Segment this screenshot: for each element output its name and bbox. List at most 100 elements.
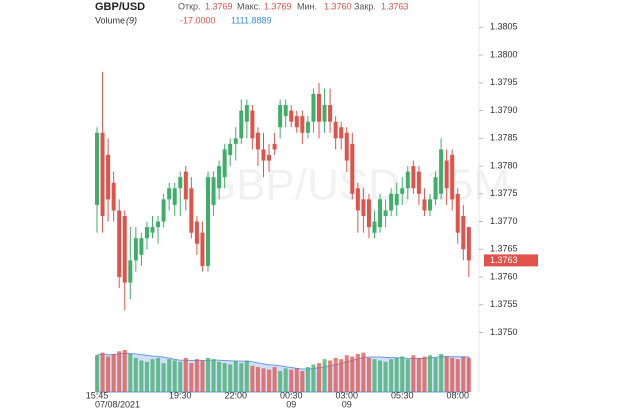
volume-bar [272,367,277,392]
volume-bar [183,357,188,392]
candle-body [95,132,99,205]
volume-bar [405,359,410,392]
candle-body [378,199,383,228]
candle-body [383,210,388,217]
candle-body [172,188,177,205]
volume-bar [217,361,222,392]
candle-body [461,216,466,250]
x-tick-label: 15:45 [86,390,109,400]
volume-bar [455,359,460,392]
volume-bar [200,360,205,392]
candle-body [400,188,405,194]
candle-body [333,121,338,139]
y-tick-label: 1.3780 [490,160,518,170]
candle-body [161,199,166,222]
volume-bar [194,359,199,392]
volume-bar [267,369,272,392]
volume-bar [389,359,394,392]
volume-bar [355,353,360,392]
candle-body [389,193,394,211]
volume-bar [222,363,227,392]
candle-body [361,199,366,217]
candle-body [433,177,438,200]
volume-bar [233,360,238,392]
volume-bar [95,355,99,392]
candle-body [128,260,133,283]
candle-body [228,143,233,155]
volume-bar [156,357,161,392]
volume-bar [211,359,216,392]
volume-bar [172,360,177,392]
candle-body [144,227,149,239]
volume-bar [344,355,349,392]
candle-body [372,221,377,233]
candle-body [450,154,455,200]
volume-bar [228,364,233,392]
volume-bar [261,368,266,392]
x-tick-label: 22:00 [224,390,247,400]
volume-bar [317,363,321,392]
volume-bar [416,357,421,392]
candle-body [139,238,144,255]
volume-bar [294,368,299,392]
candle-body [344,132,349,161]
candle-body [117,210,122,278]
volume-bar [339,359,344,392]
candle-body [283,105,288,117]
candle-body [289,110,294,122]
volume-bar [189,363,194,392]
candle-body [305,121,310,133]
candle-body [250,110,255,139]
candle-body [244,105,249,122]
candle-body [194,221,199,244]
volume-bar [122,350,127,392]
volume-bar [139,360,144,392]
candle-body [444,160,449,189]
candle-body [167,188,172,200]
volume-bar [433,357,438,392]
candle-body [217,166,222,189]
candle-body [156,221,161,228]
last-price-box [484,254,538,267]
candle-body [339,127,344,139]
volume-bar [111,353,116,392]
volume-bar [178,361,183,392]
candle-body [355,188,360,211]
candle-body [366,199,371,228]
volume-bar [333,357,338,392]
candle-body [411,166,416,189]
volume-bar [428,355,432,392]
candle-body [111,182,116,211]
y-tick-label: 1.3785 [490,133,518,143]
candle-body [255,132,260,150]
volume-bar [283,368,288,392]
readout-value: 1.3769 [205,1,233,11]
volume-bar [466,357,471,392]
volume-bar [100,352,105,392]
candle-body [278,105,283,128]
volume-bar [450,357,455,392]
volume-bar [328,360,333,392]
candle-body [106,154,111,200]
candle-body [311,93,316,122]
readout-label: Откр. [178,1,201,11]
readout-value: 1.3769 [264,1,292,11]
candle-body [122,216,127,283]
y-tick-label: 1.3800 [490,49,518,59]
volume-label: Volume [95,15,125,25]
volume-bar [461,356,466,392]
volume-period: (9) [126,15,137,25]
volume-readout: -17.0000 [180,15,216,25]
volume-bar [289,369,294,392]
y-tick-label: 1.3750 [490,327,518,337]
candle-body [328,105,333,122]
volume-readout: 1111.8889 [231,15,272,25]
candle-body [189,188,194,233]
candle-body [466,227,471,261]
candle-body [267,154,272,161]
candle-body [317,93,321,122]
volume-bar [117,351,122,392]
candle-body [150,227,155,233]
volume-bar [161,363,166,392]
